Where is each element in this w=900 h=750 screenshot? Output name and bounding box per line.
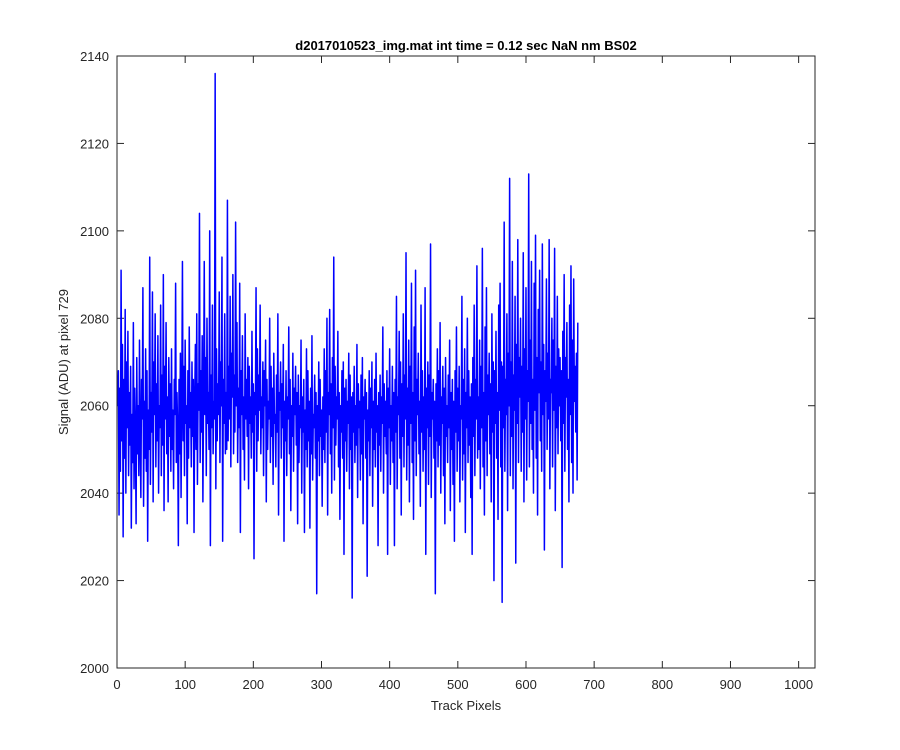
x-tick-label: 700 xyxy=(583,677,605,692)
x-tick-label: 800 xyxy=(651,677,673,692)
series-line xyxy=(116,72,579,604)
x-tick-label: 300 xyxy=(311,677,333,692)
y-tick-label: 2100 xyxy=(80,224,109,239)
y-tick-label: 2120 xyxy=(80,136,109,151)
y-axis-label: Signal (ADU) at pixel 729 xyxy=(56,289,71,435)
y-axis-ticks: 2000 2020 2040 2060 2080 2100 2120 2140 xyxy=(80,49,815,676)
x-tick-label: 600 xyxy=(515,677,537,692)
x-axis-ticks: 0 100 200 300 400 500 600 700 800 900 1000 xyxy=(113,56,813,692)
x-tick-label: 500 xyxy=(447,677,469,692)
axes-box xyxy=(116,55,816,669)
x-tick-label: 0 xyxy=(113,677,120,692)
x-tick-label: 400 xyxy=(379,677,401,692)
y-tick-label: 2140 xyxy=(80,49,109,64)
y-tick-label: 2040 xyxy=(80,486,109,501)
x-tick-label: 200 xyxy=(242,677,264,692)
series-layer xyxy=(116,72,579,604)
chart-title: d2017010523_img.mat int time = 0.12 sec … xyxy=(295,38,636,53)
y-tick-label: 2000 xyxy=(80,661,109,676)
y-tick-label: 2080 xyxy=(80,311,109,326)
y-tick-label: 2060 xyxy=(80,399,109,414)
x-tick-label: 900 xyxy=(720,677,742,692)
y-tick-label: 2020 xyxy=(80,574,109,589)
x-tick-label: 100 xyxy=(174,677,196,692)
x-tick-label: 1000 xyxy=(784,677,813,692)
x-axis-label: Track Pixels xyxy=(431,698,502,713)
